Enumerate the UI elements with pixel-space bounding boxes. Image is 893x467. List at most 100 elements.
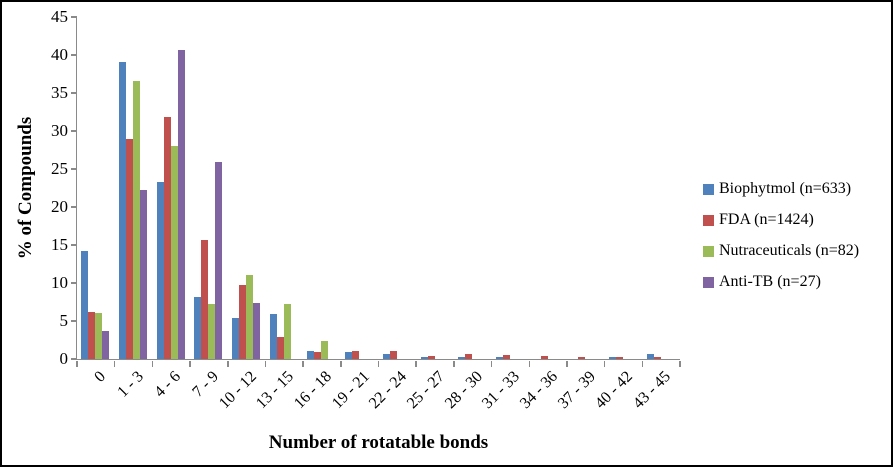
y-tick-label: 45 [51,7,68,26]
bar-series4-cat3 [177,49,185,359]
x-axis-tick [377,360,380,367]
x-tick-label: 34 - 36 [517,368,562,413]
x-tick-label: 1 - 3 [113,368,147,401]
bar-series2-cat8 [352,350,360,359]
y-tick-label: 20 [51,197,68,216]
y-axis-tick [71,130,77,132]
x-axis-tick [113,360,116,367]
bar-series3-cat4 [208,303,216,359]
bar-series2-cat13 [540,355,548,359]
x-tick-label: 25 - 27 [403,368,449,413]
x-tick-label: 0 [91,368,109,386]
bar-series1-cat10 [420,356,428,359]
legend-item-1: Biophytmol (n=633) [703,178,859,200]
y-tick-label: 35 [51,83,68,102]
x-tick-label: 40 - 42 [592,368,637,413]
x-axis-tick [528,360,530,367]
bar-series2-cat16 [653,356,661,359]
y-axis-tick [71,168,77,170]
x-axis-tick [603,360,606,367]
x-axis-tick [415,360,417,367]
bar-series3-cat3 [170,146,178,359]
bar-series2-cat5 [239,284,247,359]
bar-series1-cat1 [81,251,89,359]
bar-series1-cat11 [458,357,466,359]
bar-series2-cat7 [314,352,322,359]
bar-series1-cat12 [495,356,503,359]
bar-series2-cat2 [126,138,134,359]
plot-area [75,17,680,360]
bar-series1-cat6 [269,314,277,359]
x-tick-label: 10 - 12 [215,368,260,413]
y-tick-label: 30 [51,121,68,140]
bar-series4-cat1 [102,330,110,359]
bar-series2-cat6 [276,336,284,359]
y-tick-label: 0 [59,349,69,368]
x-tick-label: 4 - 6 [151,368,185,401]
x-axis-tick [302,360,304,367]
legend-label: Anti-TB (n=27) [719,273,821,290]
legend-swatch-icon [703,245,714,257]
bar-series1-cat2 [119,61,127,359]
legend-label: FDA (n=1424) [719,211,814,228]
x-axis-tick [264,360,267,367]
bar-series2-cat12 [502,355,510,359]
y-tick-label: 25 [51,159,68,178]
bar-series3-cat1 [95,312,103,359]
bar-series2-cat11 [465,354,473,359]
y-axis-tick [71,282,77,284]
x-axis-tick [641,360,644,367]
x-tick-label: 16 - 18 [290,368,335,413]
x-axis-tick [490,360,493,367]
bar-series2-cat1 [88,311,96,359]
y-tick-label: 5 [59,311,69,330]
y-axis-tick [71,244,77,246]
x-tick-label: 43 - 45 [630,368,675,413]
y-axis-tick [71,206,77,208]
x-axis-tick [227,360,229,367]
y-tick-label: 10 [51,273,68,292]
bar-series1-cat8 [345,352,353,359]
x-axis-title: Number of rotatable bonds [268,432,489,453]
x-tick-label: 28 - 30 [441,368,486,413]
bar-series1-cat3 [156,181,164,359]
legend-item-3: Nutraceuticals (n=82) [703,240,859,262]
x-axis-tick [151,360,154,367]
legend-item-4: Anti-TB (n=27) [703,271,859,293]
y-axis-tick [71,320,77,322]
bar-series3-cat6 [283,303,291,359]
bar-series1-cat7 [307,350,315,359]
x-axis-tick [566,360,568,367]
bar-series1-cat5 [232,317,240,359]
bar-series4-cat4 [215,162,223,359]
bar-series2-cat10 [427,355,435,359]
bar-series1-cat16 [646,353,654,359]
x-axis-tick [453,360,455,367]
bar-series1-cat15 [608,357,616,359]
bar-series4-cat5 [253,302,261,359]
x-axis-tick [189,360,191,367]
bar-series2-cat4 [201,239,209,359]
x-axis-tick [340,360,342,367]
x-tick-label: 22 - 24 [366,368,411,413]
x-tick-label: 31 - 33 [479,368,524,413]
x-tick-label: 7 - 9 [189,368,222,401]
legend-label: Nutraceuticals (n=82) [719,242,860,259]
legend-label: Biophytmol (n=633) [719,180,852,197]
y-axis-tick [71,358,77,360]
bar-series1-cat4 [194,297,202,359]
x-tick-label: 37 - 39 [554,368,599,413]
y-axis-tick [71,92,77,94]
bar-series4-cat2 [140,190,148,359]
bar-series2-cat3 [163,116,171,359]
bar-series2-cat9 [389,351,397,359]
x-axis-tick [76,360,78,367]
bar-series3-cat2 [133,80,141,359]
bar-series3-cat5 [246,275,254,359]
y-tick-label: 40 [51,45,68,64]
legend-swatch-icon [703,183,714,195]
x-axis-tick [679,360,681,367]
legend-swatch-icon [703,214,714,226]
y-tick-label: 15 [51,235,68,254]
